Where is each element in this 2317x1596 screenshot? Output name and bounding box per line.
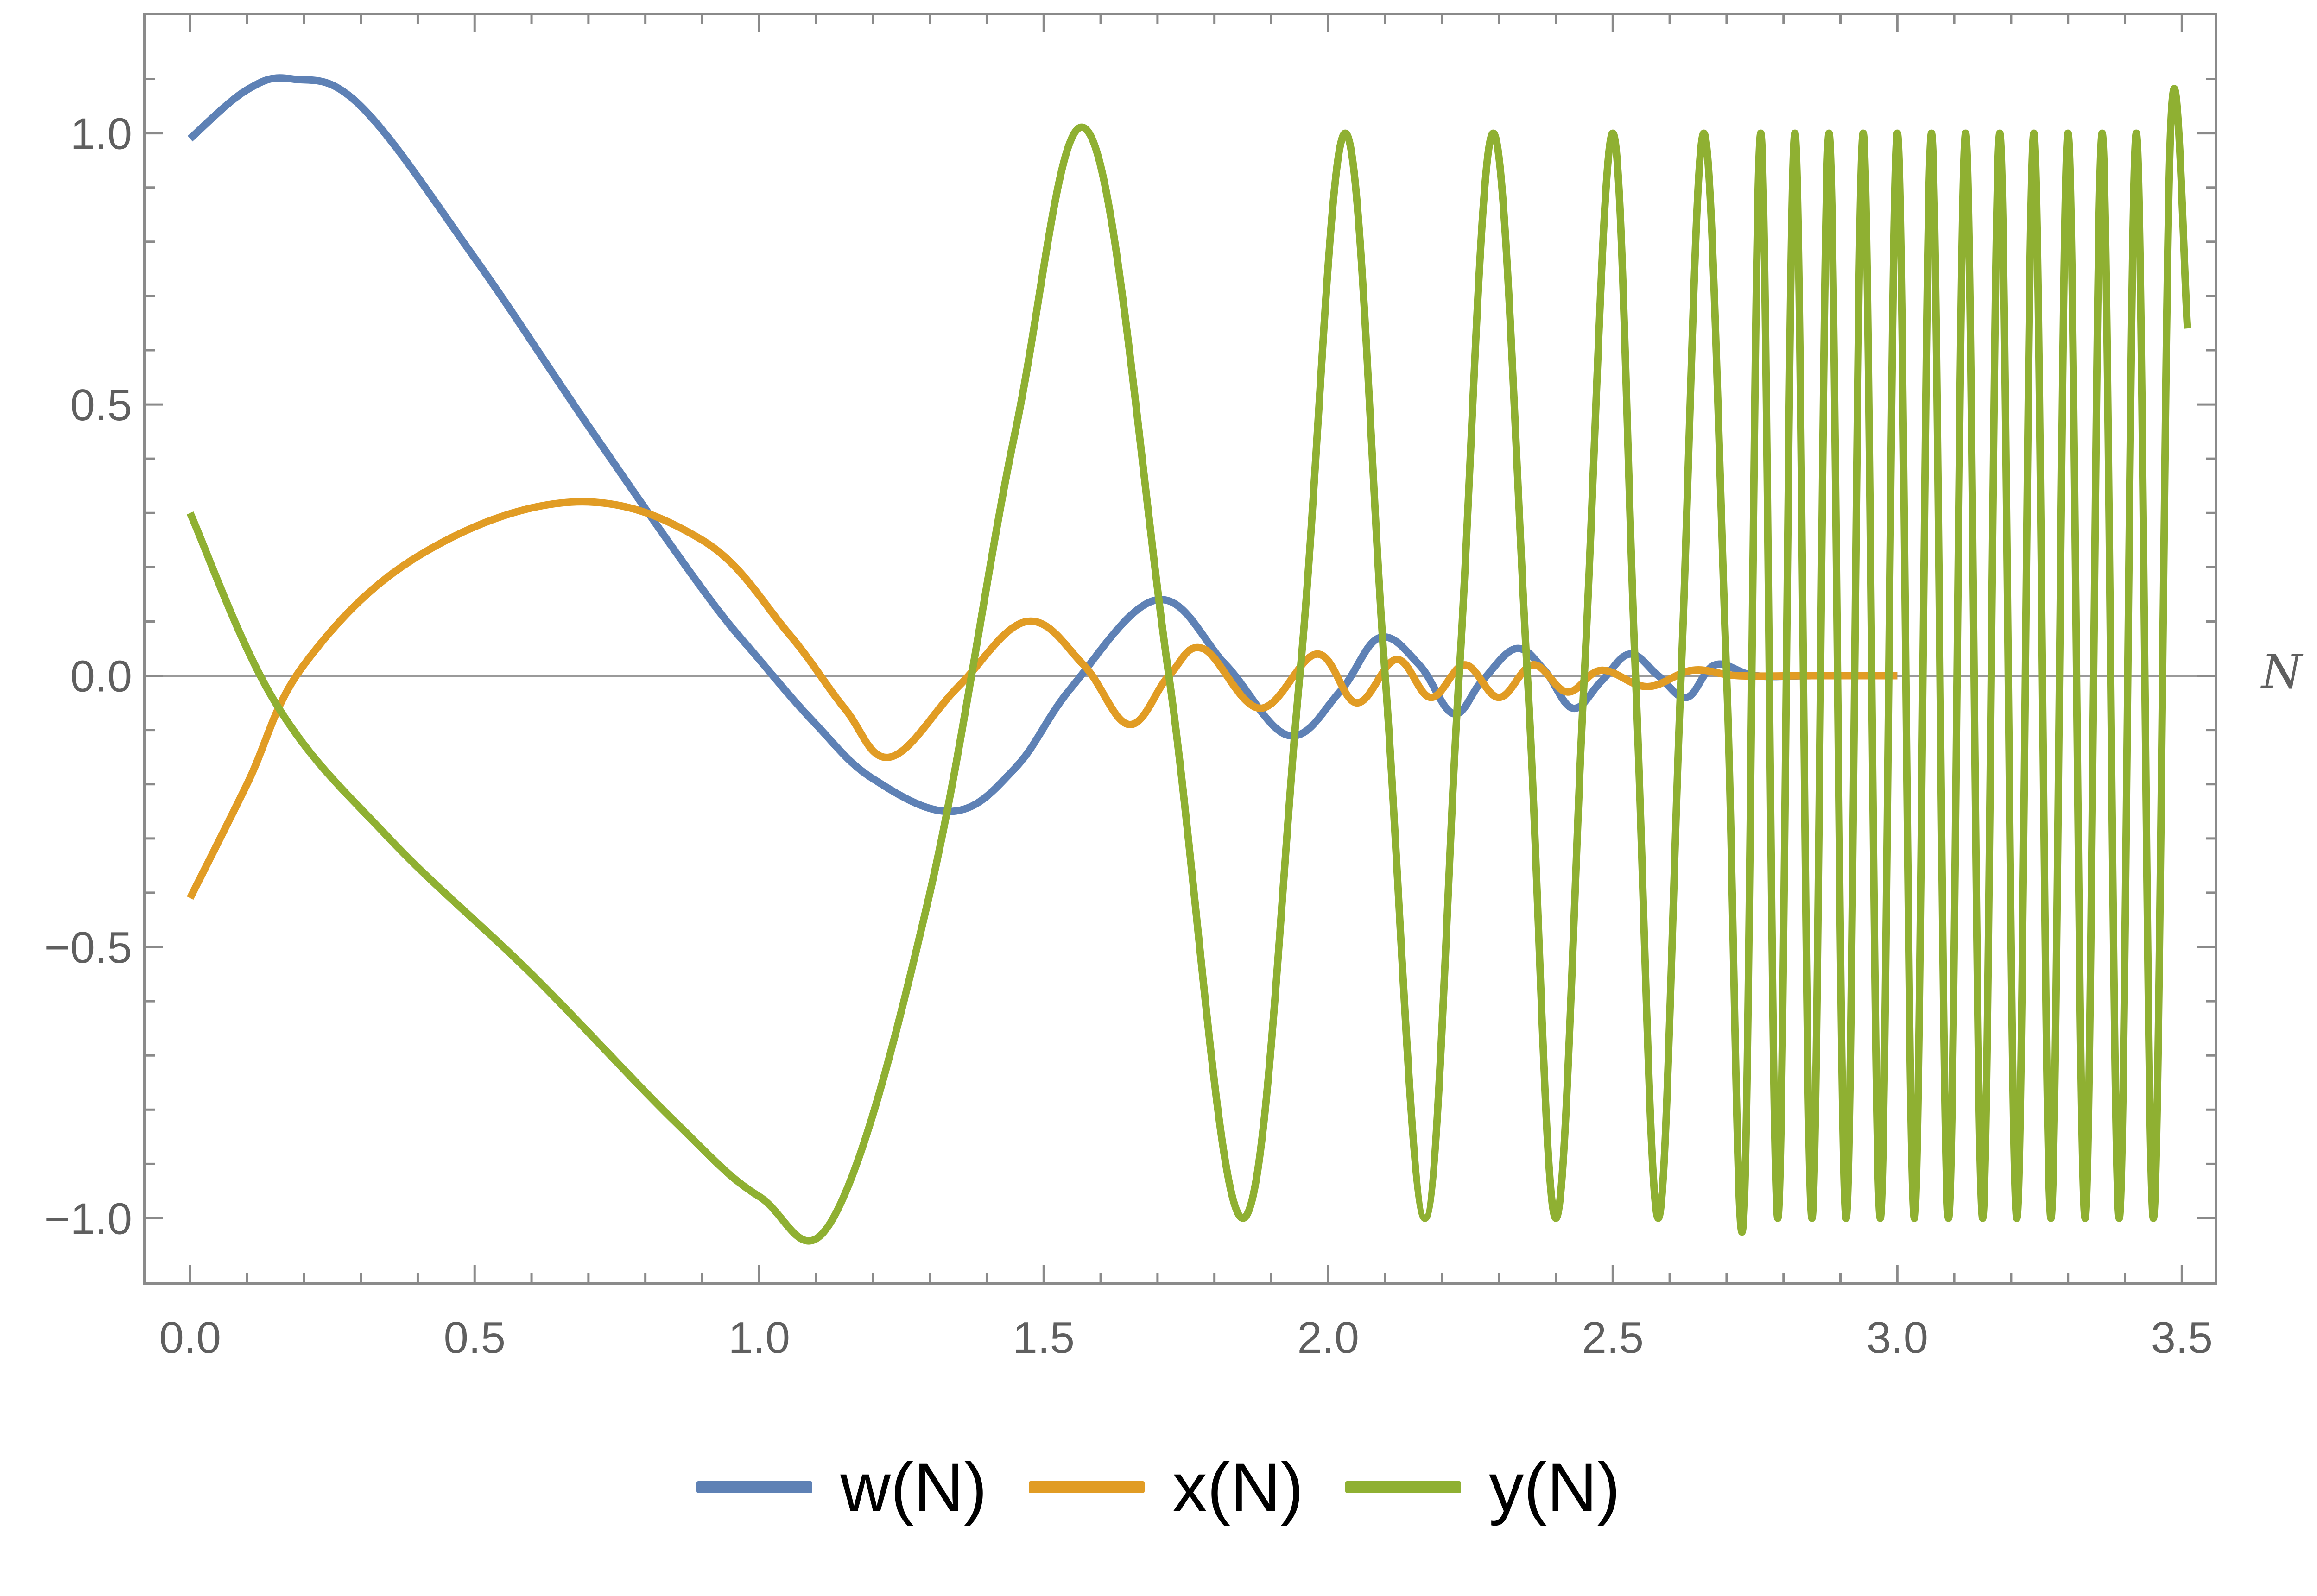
legend-label-y: y(N) [1489, 1448, 1621, 1526]
series-lines [186, 74, 2191, 1245]
series-line-y [186, 85, 2191, 1245]
series-line-w [187, 74, 1898, 815]
x-tick-label: 3.5 [2151, 1313, 2213, 1363]
legend-swatch-x [1029, 1481, 1145, 1493]
legend-label-x: x(N) [1172, 1448, 1304, 1526]
x-tick-label: 0.5 [444, 1313, 506, 1363]
legend-item-x: x(N) [1029, 1447, 1304, 1527]
x-tick-label: 0.0 [159, 1313, 221, 1363]
plot-frame [143, 13, 2217, 1285]
x-tick-label: 2.0 [1298, 1313, 1359, 1363]
legend: w(N) x(N) y(N) [0, 1427, 2317, 1547]
x-tick-label: 2.5 [1582, 1313, 1644, 1363]
y-tick-label: −1.0 [44, 1194, 132, 1243]
tick-labels: 0.0 0.5 1.0 1.5 2.0 2.5 3.0 3.5 −1.0 −0.5 0.0 0.5 1.… [44, 109, 2213, 1363]
tick-marks [145, 14, 2216, 1283]
x-tick-label: 1.5 [1013, 1313, 1075, 1363]
legend-swatch-y [1345, 1481, 1462, 1493]
x-axis-label: N [2260, 645, 2304, 699]
legend-item-w: w(N) [696, 1447, 987, 1527]
y-tick-label: −0.5 [44, 923, 132, 972]
x-tick-label: 3.0 [1867, 1313, 1928, 1363]
legend-swatch-w [696, 1481, 813, 1493]
y-tick-label: 0.0 [70, 652, 132, 701]
x-tick-label: 1.0 [728, 1313, 790, 1363]
legend-label-w: w(N) [840, 1448, 988, 1526]
legend-item-y: y(N) [1345, 1447, 1621, 1527]
y-tick-label: 1.0 [70, 109, 132, 159]
y-tick-label: 0.5 [70, 380, 132, 430]
